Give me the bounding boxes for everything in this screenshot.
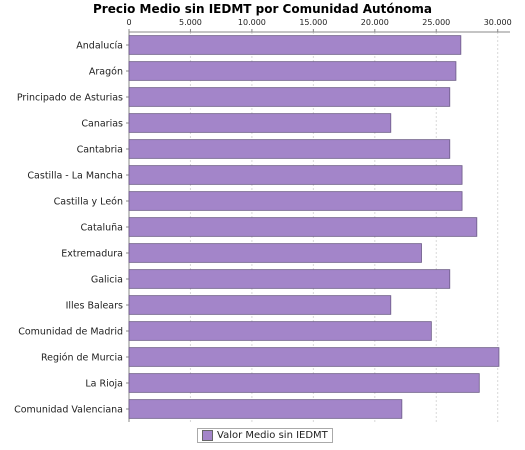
bar bbox=[128, 191, 463, 211]
x-tick-label: 0 bbox=[126, 18, 131, 27]
category-label: Andalucía bbox=[76, 41, 123, 52]
category-label: Comunidad Valenciana bbox=[14, 405, 123, 416]
category-label: Cataluña bbox=[80, 223, 123, 234]
bar bbox=[128, 243, 422, 263]
bar bbox=[128, 217, 478, 237]
category-labels: Andalucía Aragón Principado de Asturias Can… bbox=[14, 41, 123, 416]
bar bbox=[128, 87, 451, 107]
category-label: La Rioja bbox=[85, 379, 123, 390]
bar bbox=[128, 269, 451, 289]
bar bbox=[128, 35, 462, 55]
category-label: Illes Balears bbox=[66, 301, 123, 312]
bar bbox=[128, 373, 480, 393]
category-label: Aragón bbox=[89, 67, 123, 78]
category-label: Principado de Asturias bbox=[17, 93, 123, 104]
category-label: Región de Murcia bbox=[41, 353, 123, 364]
x-tick-label: 25.000 bbox=[422, 18, 450, 27]
x-tick-label: 20.000 bbox=[361, 18, 389, 27]
bar bbox=[128, 295, 392, 315]
x-tick-label: 10.000 bbox=[238, 18, 266, 27]
legend: Valor Medio sin IEDMT bbox=[197, 428, 333, 443]
category-label: Extremadura bbox=[61, 249, 123, 260]
bar bbox=[128, 139, 451, 159]
category-label: Canarias bbox=[81, 119, 123, 130]
legend-swatch bbox=[202, 430, 213, 441]
category-label: Cantabria bbox=[77, 145, 123, 156]
bar bbox=[128, 399, 403, 419]
bar bbox=[128, 61, 457, 81]
category-label: Comunidad de Madrid bbox=[18, 327, 123, 338]
bar bbox=[128, 165, 463, 185]
bar bbox=[128, 113, 392, 133]
category-label: Castilla y León bbox=[54, 197, 123, 208]
bar bbox=[128, 321, 432, 341]
legend-label: Valor Medio sin IEDMT bbox=[217, 430, 328, 441]
chart-title: Precio Medio sin IEDMT por Comunidad Aut… bbox=[93, 2, 432, 16]
bars bbox=[128, 35, 500, 419]
category-label: Galicia bbox=[91, 275, 123, 286]
x-tick-label: 5.000 bbox=[179, 18, 202, 27]
bar bbox=[128, 347, 500, 367]
x-tick-label: 15.000 bbox=[299, 18, 327, 27]
x-tick-label: 30.000 bbox=[484, 18, 512, 27]
category-label: Castilla - La Mancha bbox=[27, 171, 123, 182]
